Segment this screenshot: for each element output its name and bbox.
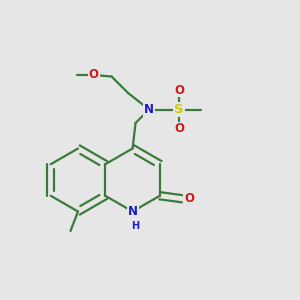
Text: O: O (174, 83, 184, 97)
Text: H: H (131, 221, 139, 231)
Text: O: O (174, 122, 184, 136)
Text: S: S (174, 103, 184, 116)
Text: N: N (144, 103, 154, 116)
Text: O: O (88, 68, 99, 82)
Text: O: O (184, 192, 194, 205)
Text: N: N (128, 205, 138, 218)
